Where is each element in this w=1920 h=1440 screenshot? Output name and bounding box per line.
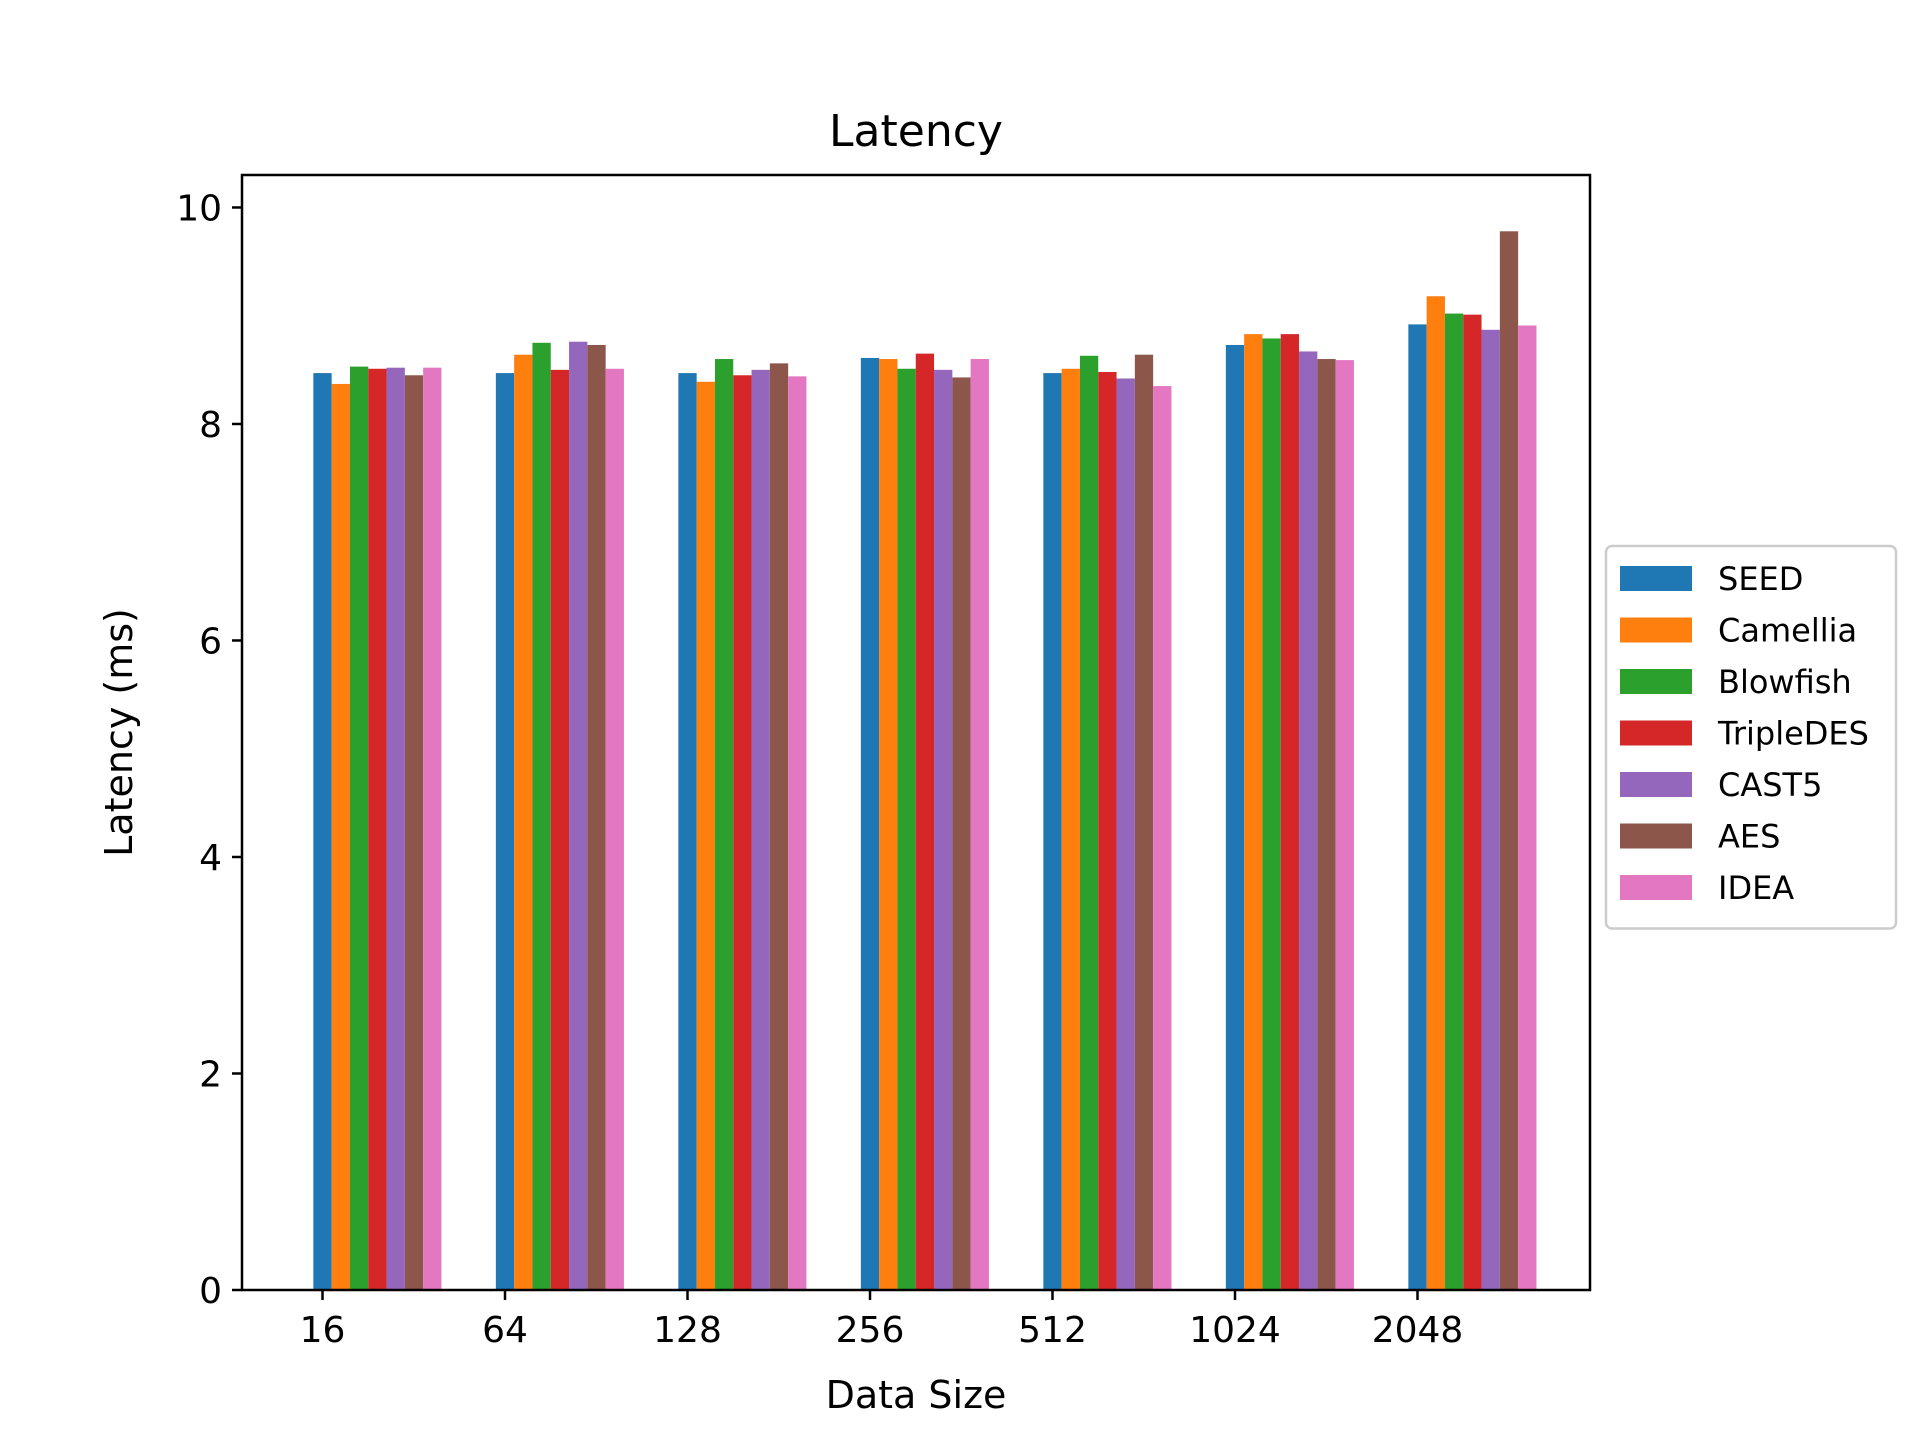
bar-camellia-64 (514, 354, 533, 1290)
chart-title: Latency (829, 106, 1003, 157)
bar-idea-16 (423, 367, 442, 1290)
y-tick-label: 8 (199, 405, 222, 446)
bar-idea-512 (1153, 386, 1172, 1291)
legend-label-camellia: Camellia (1718, 612, 1857, 650)
bar-idea-2048 (1518, 325, 1537, 1291)
bar-aes-64 (587, 344, 606, 1291)
bar-cast5-512 (1116, 378, 1135, 1290)
legend-swatch-blowfish (1620, 669, 1692, 694)
bar-seed-1024 (1225, 344, 1245, 1291)
bar-cast5-2048 (1481, 329, 1500, 1290)
bar-idea-1024 (1335, 360, 1354, 1290)
plot-area-frame (240, 173, 1592, 1292)
legend-label-aes: AES (1718, 818, 1780, 856)
legend-swatch-tripledes (1620, 720, 1692, 746)
bar-camellia-2048 (1426, 296, 1445, 1290)
bar-tripledes-256 (915, 353, 935, 1290)
y-tick-label: 0 (199, 1271, 222, 1312)
bar-camellia-512 (1061, 368, 1080, 1290)
legend-label-tripledes: TripleDES (1717, 715, 1869, 753)
bar-blowfish-256 (897, 368, 916, 1290)
bar-cast5-256 (934, 369, 953, 1291)
bar-tripledes-64 (550, 369, 570, 1291)
bar-tripledes-1024 (1280, 334, 1300, 1290)
bar-seed-64 (495, 373, 515, 1291)
bar-blowfish-1024 (1262, 338, 1281, 1291)
x-tick-label: 16 (300, 1310, 346, 1351)
x-tick-label: 64 (482, 1310, 528, 1351)
y-tick-label: 2 (199, 1054, 222, 1095)
y-tick-label: 10 (176, 188, 222, 229)
bar-blowfish-512 (1079, 355, 1099, 1290)
bar-aes-16 (404, 375, 424, 1290)
legend-swatch-idea (1620, 875, 1692, 900)
legend-swatch-cast5 (1620, 772, 1692, 797)
legend-swatch-seed (1620, 566, 1692, 591)
bar-blowfish-128 (714, 359, 734, 1290)
bar-cast5-1024 (1299, 351, 1318, 1290)
bar-aes-256 (952, 377, 971, 1290)
bar-idea-128 (788, 376, 807, 1291)
x-tick-label: 128 (653, 1310, 722, 1351)
bar-blowfish-64 (532, 342, 551, 1290)
y-tick-label: 4 (199, 838, 222, 879)
bar-cast5-64 (569, 341, 588, 1291)
bar-tripledes-512 (1098, 372, 1117, 1290)
legend-swatch-aes (1620, 823, 1692, 849)
ticks-layer: 0 2 4 6 8 10 16 64 128 256 512 1024 2048 (176, 188, 1463, 1351)
legend-label-seed: SEED (1718, 560, 1803, 598)
bar-aes-2048 (1499, 231, 1519, 1290)
bar-tripledes-2048 (1463, 314, 1482, 1290)
bar-aes-512 (1134, 354, 1154, 1290)
x-axis-label: Data Size (826, 1373, 1007, 1417)
bar-cast5-128 (751, 369, 770, 1291)
legend-label-idea: IDEA (1718, 869, 1794, 907)
bar-blowfish-2048 (1444, 313, 1464, 1290)
bar-seed-16 (313, 373, 332, 1291)
bars-layer (313, 231, 1537, 1291)
bar-aes-128 (769, 363, 789, 1290)
legend-label-cast5: CAST5 (1718, 766, 1822, 804)
y-tick-label: 6 (199, 621, 222, 662)
bar-camellia-1024 (1244, 334, 1263, 1290)
y-axis-label: Latency (ms) (97, 608, 141, 857)
bar-blowfish-16 (349, 366, 369, 1290)
bar-camellia-128 (696, 381, 715, 1290)
bar-idea-64 (605, 368, 624, 1290)
bar-seed-512 (1043, 373, 1062, 1291)
bar-tripledes-128 (733, 375, 752, 1290)
x-tick-label: 256 (836, 1310, 905, 1351)
bar-seed-256 (860, 357, 880, 1290)
x-tick-label: 1024 (1189, 1310, 1281, 1351)
bar-tripledes-16 (368, 368, 387, 1290)
bar-idea-256 (970, 359, 989, 1290)
legend: SEED Camellia Blowfish TripleDES CAST5 AES IDE… (1604, 544, 1898, 930)
legend-swatch-camellia (1620, 617, 1692, 643)
bar-seed-128 (678, 373, 697, 1291)
x-tick-label: 2048 (1372, 1310, 1464, 1351)
bar-camellia-16 (331, 383, 350, 1290)
bar-seed-2048 (1408, 324, 1427, 1290)
bar-cast5-16 (386, 367, 405, 1290)
legend-label-blowfish: Blowfish (1718, 663, 1852, 701)
bar-aes-1024 (1317, 359, 1336, 1290)
x-tick-label: 512 (1018, 1310, 1087, 1351)
bar-camellia-256 (879, 359, 898, 1290)
